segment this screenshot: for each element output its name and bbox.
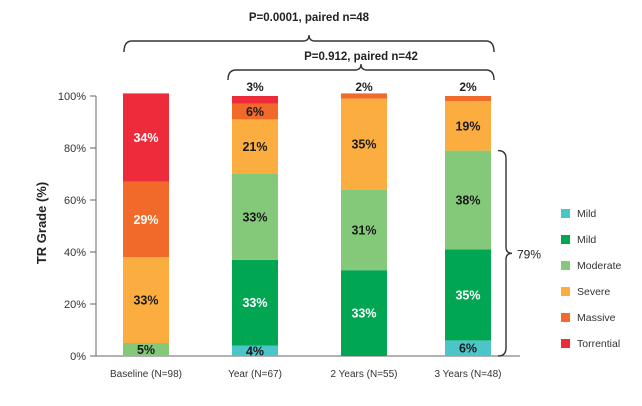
bar-segment <box>341 270 387 356</box>
data-label: 33% <box>242 210 267 224</box>
legend-swatch <box>561 209 570 218</box>
legend-label: Severe <box>577 286 610 298</box>
bar-segment <box>232 174 278 260</box>
bar-segment <box>341 189 387 271</box>
data-label: 31% <box>351 223 376 237</box>
y-tick-label: 100% <box>58 91 86 103</box>
data-label: 6% <box>246 105 264 119</box>
data-label: 5% <box>137 343 155 357</box>
legend-label: Torrential <box>577 338 620 350</box>
x-tick-label: 3 Years (N=48) <box>435 369 502 380</box>
right-bracket <box>497 149 513 357</box>
legend-swatch <box>561 339 570 348</box>
bar-segment <box>232 345 278 356</box>
y-tick-label: 40% <box>64 247 86 259</box>
x-tick-label: 2 Years (N=55) <box>331 369 398 380</box>
outer-bracket <box>123 34 495 53</box>
data-label: 6% <box>459 342 477 356</box>
bar-segment <box>123 343 169 356</box>
inner-bracket-label: P=0.912, paired n=42 <box>304 51 418 63</box>
bar-segment <box>232 259 278 346</box>
y-tick-label: 0% <box>70 351 86 363</box>
bar-segment <box>341 98 387 190</box>
data-label: 33% <box>133 294 158 308</box>
data-label: 4% <box>246 344 264 358</box>
legend-label: Mild <box>577 208 596 220</box>
legend-swatch <box>561 261 570 270</box>
bar-segment <box>123 181 169 258</box>
y-axis-label: TR Grade (%) <box>34 182 49 264</box>
y-tick-label: 60% <box>64 195 86 207</box>
bar-segment <box>123 93 169 182</box>
axes: 0% 20% 40% 60% 80% 100% Baseline (N=98) Year (N… <box>58 91 520 380</box>
bar-segment <box>232 103 278 120</box>
legend-swatch <box>561 287 570 296</box>
data-label: 33% <box>242 296 267 310</box>
y-tick-label: 80% <box>64 143 86 155</box>
legend-label: Moderate <box>577 260 622 272</box>
bar-segment <box>445 249 491 341</box>
inner-bracket <box>227 63 495 81</box>
outer-bracket-label: P=0.0001, paired n=48 <box>249 12 370 24</box>
top-data-label: 3% <box>246 80 264 94</box>
data-label: 34% <box>133 131 158 145</box>
data-label: 38% <box>455 194 480 208</box>
data-label: 35% <box>455 288 480 302</box>
bar-segment <box>123 257 169 343</box>
bars: 5% 33% 29% 34% 4% 33% 33% 21% 6% 3% 33% 31% 35% 2% 6% 3… <box>123 80 491 358</box>
bar-segment <box>445 340 491 356</box>
bar-segment <box>445 101 491 151</box>
data-label: 33% <box>351 307 376 321</box>
legend: Mild Mild Moderate Severe Massive Torrential <box>561 208 622 350</box>
legend-swatch <box>561 235 570 244</box>
bar-segment <box>445 96 491 102</box>
bar-segment <box>232 119 278 174</box>
data-label: 21% <box>242 140 267 154</box>
top-data-label: 2% <box>459 80 477 94</box>
brackets: P=0.0001, paired n=48 P=0.912, paired n=4… <box>123 12 541 357</box>
top-data-label: 2% <box>355 80 373 94</box>
right-bracket-label: 79% <box>517 247 541 261</box>
data-label: 19% <box>455 119 480 133</box>
data-label: 29% <box>133 213 158 227</box>
data-label: 35% <box>351 138 376 152</box>
legend-label: Massive <box>577 312 616 324</box>
x-tick-label: Year (N=67) <box>228 369 282 380</box>
legend-swatch <box>561 313 570 322</box>
y-tick-label: 20% <box>64 299 86 311</box>
legend-label: Mild <box>577 234 596 246</box>
bar-segment <box>445 150 491 250</box>
bar-segment <box>232 96 278 104</box>
bar-segment <box>341 93 387 99</box>
x-tick-label: Baseline (N=98) <box>110 369 182 380</box>
